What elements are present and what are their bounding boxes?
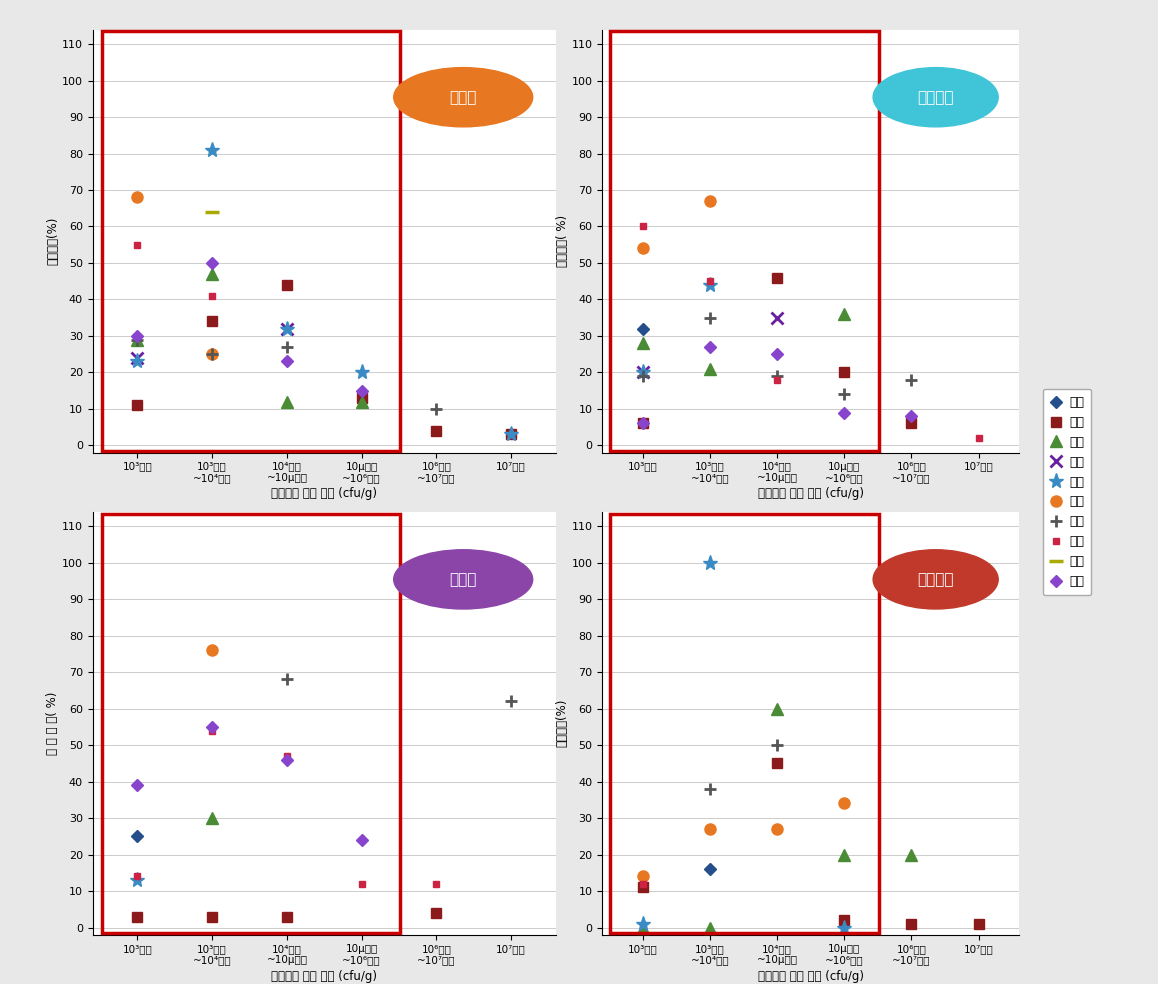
Text: 소고기: 소고기 (449, 90, 477, 104)
Bar (610, 31, 879, 451)
Bar (610, 514, 879, 933)
Bar (102, 514, 401, 933)
Ellipse shape (873, 550, 998, 609)
X-axis label: 모니터링 검사 결과 (cfu/g): 모니터링 검사 결과 (cfu/g) (271, 969, 378, 983)
Ellipse shape (873, 68, 998, 127)
Ellipse shape (394, 68, 533, 127)
Text: 돼지고기: 돼지고기 (917, 90, 954, 104)
Bar (102, 31, 401, 451)
Y-axis label: 상대비율( %): 상대비율( %) (556, 215, 569, 267)
Y-axis label: 상대비율(%): 상대비율(%) (556, 699, 569, 748)
Text: 오리고기: 오리고기 (917, 572, 954, 586)
Y-axis label: 상대비율(%): 상대비율(%) (46, 216, 59, 266)
Ellipse shape (394, 550, 533, 609)
Y-axis label: 상 대 비 율( %): 상 대 비 율( %) (46, 692, 59, 755)
X-axis label: 모니터링 검사 결과 (cfu/g): 모니터링 검사 결과 (cfu/g) (757, 487, 864, 501)
X-axis label: 모니터링 검사 결과 (cfu/g): 모니터링 검사 결과 (cfu/g) (757, 969, 864, 983)
Text: 닭고기: 닭고기 (449, 572, 477, 586)
Legend: 강원, 경기, 경남, 광주, 대구, 부산, 서울, 인첸, 전남, 전북: 강원, 경기, 경남, 광주, 대구, 부산, 서울, 인첸, 전남, 전북 (1042, 389, 1091, 595)
X-axis label: 모니터링 검사 결과 (cfu/g): 모니터링 검사 결과 (cfu/g) (271, 487, 378, 501)
